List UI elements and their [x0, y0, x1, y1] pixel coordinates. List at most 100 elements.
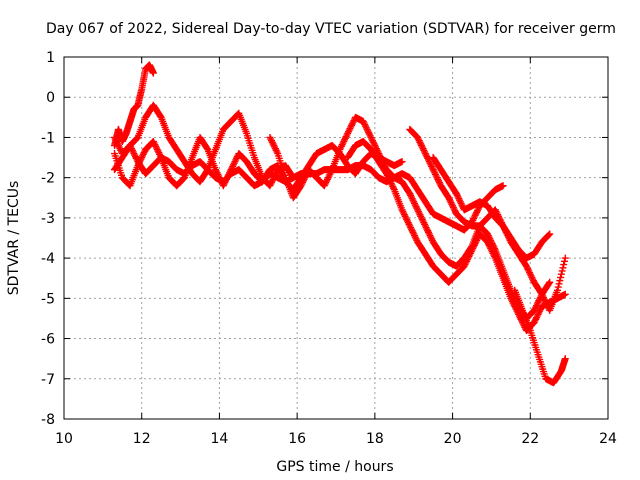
data-point-interp: [420, 146, 428, 154]
data-point-interp: [402, 214, 410, 222]
data-point-interp: [557, 273, 565, 281]
data-point: [452, 190, 460, 198]
data-point: [429, 166, 437, 174]
data-point-interp: [517, 315, 525, 323]
data-point-interp: [511, 302, 519, 310]
data-point: [468, 246, 476, 254]
data-point-interp: [384, 173, 392, 181]
data-point-interp: [366, 132, 374, 140]
data-point-interp: [427, 161, 435, 169]
data-point-interp: [403, 215, 411, 223]
data-point-interp: [388, 181, 396, 189]
data-point-interp: [432, 172, 440, 180]
data-point-interp: [466, 249, 474, 257]
data-point-interp: [383, 171, 391, 179]
data-point-interp: [491, 253, 499, 261]
data-point-interp: [559, 264, 567, 272]
data-point: [553, 286, 561, 294]
data-point: [561, 355, 569, 363]
data-point-interp: [417, 214, 425, 222]
data-point-interp: [363, 125, 371, 133]
data-point: [460, 262, 468, 270]
data-point-interp: [456, 196, 464, 204]
data-point-interp: [339, 139, 347, 147]
data-point-interp: [488, 248, 496, 256]
data-point: [561, 254, 569, 262]
data-point-interp: [270, 141, 278, 149]
data-point-interp: [534, 298, 542, 306]
data-point-interp: [115, 143, 123, 151]
data-point-interp: [489, 249, 497, 257]
data-point-interp: [545, 279, 553, 287]
data-point-interp: [321, 180, 329, 188]
data-point-interp: [532, 315, 540, 323]
data-point-interp: [154, 147, 162, 155]
data-point-interp: [423, 153, 431, 161]
data-point-interp: [417, 140, 425, 148]
data-point-interp: [461, 261, 469, 269]
data-point-interp: [556, 277, 564, 285]
data-point-interp: [156, 112, 164, 120]
data-point-interp: [116, 145, 124, 153]
data-point-interp: [341, 136, 349, 144]
data-point-interp: [268, 177, 276, 185]
data-point-interp: [431, 170, 439, 178]
data-point-interp: [413, 204, 421, 212]
data-point-interp: [138, 152, 146, 160]
data-point-interp: [410, 198, 418, 206]
data-point-interp: [531, 317, 539, 325]
data-point: [499, 182, 507, 190]
data-point-interp: [369, 137, 377, 145]
y-tick-label: -6: [41, 332, 55, 348]
data-point-interp: [470, 241, 478, 249]
data-point-interp: [466, 251, 474, 259]
data-point-interp: [267, 137, 275, 145]
data-point-interp: [473, 236, 481, 244]
data-point-interp: [129, 148, 137, 156]
data-point-interp: [453, 191, 461, 199]
data-point-interp: [411, 201, 419, 209]
data-point: [445, 194, 453, 202]
data-point: [398, 206, 406, 214]
y-tick-label: -8: [41, 412, 55, 428]
data-point: [336, 146, 344, 154]
data-point-interp: [425, 230, 433, 238]
data-point-interp: [111, 135, 119, 143]
data-point-interp: [152, 144, 160, 152]
data-point-interp: [526, 270, 534, 278]
data-point-interp: [456, 198, 464, 206]
data-point-interp: [408, 227, 416, 235]
data-point: [212, 166, 220, 174]
data-point-interp: [535, 297, 543, 305]
x-axis-label: GPS time / hours: [276, 459, 393, 475]
plot-frame: [63, 56, 609, 420]
series-9: [511, 286, 569, 387]
data-point: [320, 182, 328, 190]
data-point-interp: [323, 177, 331, 185]
data-point-interp: [450, 205, 458, 213]
data-point: [398, 158, 406, 166]
data-point-interp: [414, 207, 422, 215]
data-point-interp: [302, 170, 310, 178]
x-tick-label: 16: [288, 431, 306, 447]
data-point-interp: [539, 292, 547, 300]
data-point-interp: [268, 138, 276, 146]
data-point-interp: [465, 253, 473, 261]
data-point-interp: [417, 212, 425, 220]
data-point-interp: [344, 128, 352, 136]
data-point-interp: [464, 254, 472, 262]
y-tick-label: -1: [41, 130, 55, 146]
data-point-interp: [410, 232, 418, 240]
data-point-interp: [434, 175, 442, 183]
data-point-interp: [535, 309, 543, 317]
data-point-interp: [425, 158, 433, 166]
data-point-interp: [155, 149, 163, 157]
data-point-interp: [470, 213, 478, 221]
data-point: [111, 133, 119, 141]
data-point-interp: [346, 125, 354, 133]
data-point-interp: [473, 208, 481, 216]
data-point-interp: [229, 162, 237, 170]
data-point-interp: [544, 232, 552, 240]
data-point-interp: [371, 141, 379, 149]
